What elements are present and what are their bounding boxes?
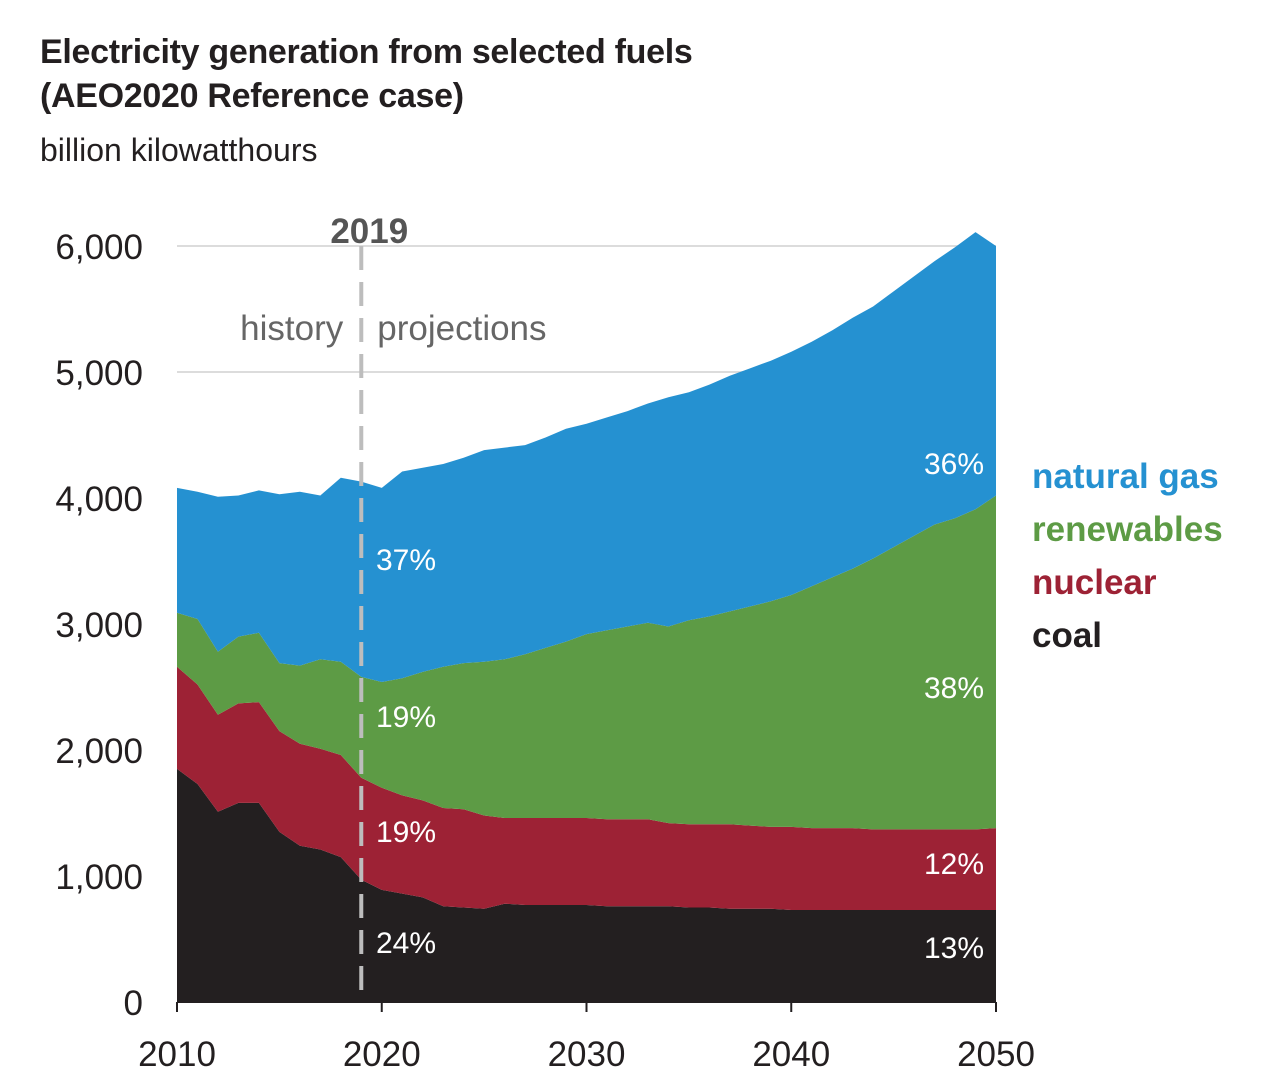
share-label-2019: 24% xyxy=(376,927,436,960)
area-natural-gas xyxy=(177,232,996,682)
area-renewables xyxy=(177,495,996,830)
history-label: history xyxy=(240,309,344,348)
x-tick-label: 2020 xyxy=(343,1035,421,1074)
share-label-2050: 38% xyxy=(924,672,984,705)
annotations: 2019 history projections 37% 36% 19% 38% 19% 12%… xyxy=(240,212,984,1002)
x-tick-label: 2010 xyxy=(138,1035,216,1074)
share-label-2050: 12% xyxy=(924,848,984,881)
area-coal xyxy=(177,768,996,1002)
y-tick-label: 1,000 xyxy=(55,858,143,897)
share-label-2050: 36% xyxy=(924,448,984,481)
y-tick-label: 5,000 xyxy=(55,354,143,393)
axes: 6,000 5,000 4,000 3,000 2,000 1,000 0 2010 2020 2… xyxy=(55,228,1035,1074)
share-label-2019: 19% xyxy=(376,816,436,849)
chart-subtitle: billion kilowatthours xyxy=(40,132,318,168)
area-series xyxy=(177,232,996,1002)
y-tick-label: 2,000 xyxy=(55,732,143,771)
y-tick-label: 3,000 xyxy=(55,606,143,645)
x-tick-label: 2040 xyxy=(752,1035,830,1074)
x-tick-label: 2030 xyxy=(548,1035,626,1074)
legend-item-renewables: renewables xyxy=(1032,510,1223,549)
chart-title-line-1: Electricity generation from selected fue… xyxy=(40,33,693,71)
share-label-2019: 37% xyxy=(376,544,436,577)
projections-label: projections xyxy=(377,309,546,348)
x-tick-label: 2050 xyxy=(957,1035,1035,1074)
area-nuclear xyxy=(177,666,996,910)
chart-title-line-2: (AEO2020 Reference case) xyxy=(40,77,464,115)
legend-item-coal: coal xyxy=(1032,616,1103,655)
y-tick-label: 0 xyxy=(124,984,143,1023)
y-tick-label: 6,000 xyxy=(55,228,143,267)
chart-title: Electricity generation from selected fue… xyxy=(40,30,693,118)
legend-item-nuclear: nuclear xyxy=(1032,563,1157,602)
divider-year-label: 2019 xyxy=(330,212,408,251)
share-label-2019: 19% xyxy=(376,701,436,734)
y-tick-label: 4,000 xyxy=(55,480,143,519)
legend: natural gas renewables nuclear coal xyxy=(1032,450,1223,662)
legend-item-natural-gas: natural gas xyxy=(1032,457,1219,496)
share-label-2050: 13% xyxy=(924,932,984,965)
